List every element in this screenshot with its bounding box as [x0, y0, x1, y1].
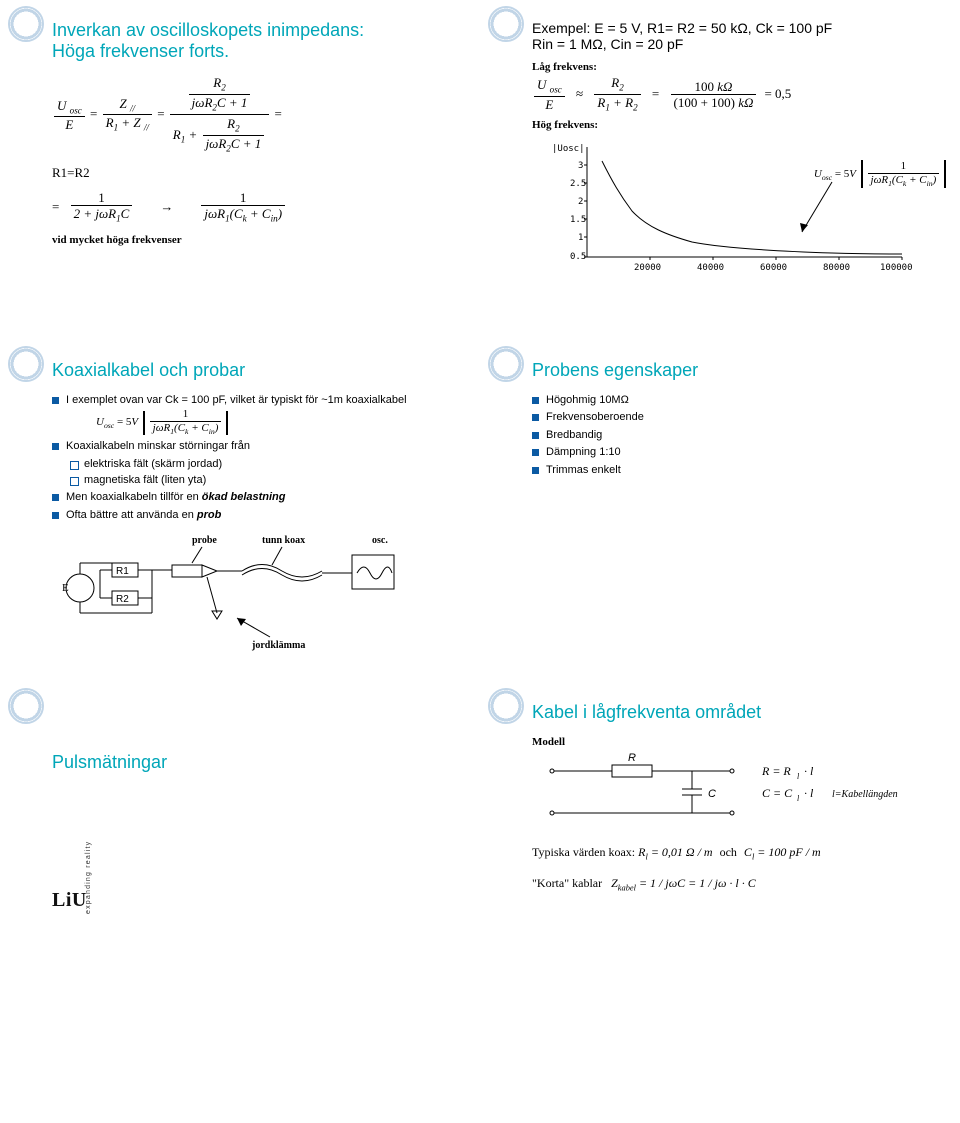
svg-text:R1: R1 [116, 566, 129, 577]
liu-tagline: expanding reality [85, 841, 92, 914]
probens-list: Högohmig 10MΩ Frekvensoberoende Bredband… [532, 393, 934, 478]
svg-text:40000: 40000 [697, 263, 724, 273]
svg-text:20000: 20000 [634, 263, 661, 273]
svg-text:tunn koax: tunn koax [262, 535, 305, 546]
liu-seal-icon [8, 6, 44, 42]
slide-koaxialkabel: Koaxialkabel och probar I exemplet ovan … [0, 340, 480, 682]
li-magnetiska: magnetiska fält (liten yta) [70, 473, 454, 488]
li-exemplet-text: I exemplet ovan var Ck = 100 pF, vilket … [66, 394, 407, 406]
svg-text:probe: probe [192, 535, 217, 546]
li-trimmas: Trimmas enkelt [532, 463, 934, 478]
title-kabel-lf: Kabel i lågfrekventa området [532, 702, 934, 723]
slide-probens: Probens egenskaper Högohmig 10MΩ Frekven… [480, 340, 960, 682]
caption-vid-hoga: vid mycket höga frekvenser [52, 233, 454, 248]
svg-text:R: R [628, 752, 636, 764]
title-koax: Koaxialkabel och probar [52, 360, 454, 381]
svg-text:osc.: osc. [372, 535, 388, 546]
hf-formula: Uosc = 5V 1jωR1(Ck + Cin) [814, 160, 946, 189]
short-label: "Korta" kablar [532, 876, 602, 890]
svg-text:l: l [797, 794, 800, 803]
model-label: Modell [532, 735, 934, 750]
slide-exempel: Exempel: E = 5 V, R1= R2 = 50 kΩ, Ck = 1… [480, 0, 960, 340]
li-storingar: Koaxialkabeln minskar störningar från el… [52, 439, 454, 488]
li-belastning: Men koaxialkabeln tillför en ökad belast… [52, 490, 454, 505]
li-dampning: Dämpning 1:10 [532, 445, 934, 460]
li-exemplet-formula: Uosc = 5V 1jωR1(Ck + Cin) [96, 416, 228, 428]
svg-text:E: E [62, 582, 69, 594]
example-line2: Rin = 1 MΩ, Cin = 20 pF [532, 36, 934, 52]
hifreq-label: Hög frekvens: [532, 118, 934, 133]
ytick: 0.5 [570, 252, 586, 262]
slide-pulsmatningar: Pulsmätningar LiU expanding reality [0, 682, 480, 918]
ytick: 2 [578, 197, 583, 207]
typical-values: Typiska värden koax: Rl = 0,01 Ω / m och… [532, 844, 934, 863]
ytick: 3 [578, 161, 583, 171]
svg-text:l=Kabellängden: l=Kabellängden [832, 789, 898, 800]
r1-eq-r2: R1=R2 [52, 164, 454, 182]
svg-text:l: l [797, 772, 800, 781]
title-inverkan: Inverkan av oscilloskopets inimpedans: H… [52, 20, 454, 62]
ytick: 1.5 [570, 215, 586, 225]
li-frekvensoberoende: Frekvensoberoende [532, 410, 934, 425]
formula-uosc-over-e: U oscE = Z //R1 + Z // = R2jωR2C + 1 R1 … [52, 74, 454, 156]
liu-seal-icon [488, 688, 524, 724]
slide-grid: Inverkan av oscilloskopets inimpedans: H… [0, 0, 960, 918]
example-line1: Exempel: E = 5 V, R1= R2 = 50 kΩ, Ck = 1… [532, 20, 934, 36]
ytick: 2.5 [570, 179, 586, 189]
svg-text:R = R: R = R [761, 764, 791, 778]
svg-text:100000: 100000 [880, 263, 912, 273]
svg-text:R2: R2 [116, 594, 129, 605]
uosc-chart: 0.5 1 1.5 2 2.5 3 |Uosc| 20000 40000 600… [532, 137, 912, 277]
li-elektriska: elektriska fält (skärm jordad) [70, 457, 454, 472]
short-cables: "Korta" kablar Zkabel = 1 / jωC = 1 / jω… [532, 875, 934, 894]
liu-seal-icon [8, 688, 44, 724]
svg-text:60000: 60000 [760, 263, 787, 273]
svg-text:80000: 80000 [823, 263, 850, 273]
svg-text:· l: · l [804, 764, 814, 778]
formula-highfreq-limit: = 12 + jωR1C → 1jωR1(Ck + Cin) [52, 190, 454, 225]
svg-text:· l: · l [804, 786, 814, 800]
li-storingar-text: Koaxialkabeln minskar störningar från [66, 440, 250, 452]
och: och [720, 845, 737, 859]
lowfreq-label: Låg frekvens: [532, 60, 934, 75]
li-exemplet: I exemplet ovan var Ck = 100 pF, vilket … [52, 393, 454, 437]
title-probens: Probens egenskaper [532, 360, 934, 381]
liu-seal-icon [8, 346, 44, 382]
liu-wordmark: LiU [52, 889, 87, 912]
title-pulsmatningar: Pulsmätningar [52, 752, 454, 773]
slide-kabel-lf: Kabel i lågfrekventa området Modell R C … [480, 682, 960, 918]
koax-list: I exemplet ovan var Ck = 100 pF, vilket … [52, 393, 454, 523]
li-prob: Ofta bättre att använda en prob [52, 508, 454, 523]
li-bredbandig: Bredbandig [532, 428, 934, 443]
typical-label: Typiska värden koax: [532, 845, 635, 859]
svg-text:C: C [708, 788, 716, 800]
slide-inverkan: Inverkan av oscilloskopets inimpedans: H… [0, 0, 480, 340]
liu-seal-icon [488, 346, 524, 382]
lowfreq-formula: U oscE ≈ R2R1 + R2 = 100 kΩ(100 + 100) k… [532, 75, 934, 113]
svg-text:C = C: C = C [762, 786, 793, 800]
ylabel: |Uosc| [552, 144, 585, 154]
lowfreq-val: = 0,5 [764, 85, 791, 103]
liu-seal-icon [488, 6, 524, 42]
ytick: 1 [578, 233, 583, 243]
probe-diagram: probe tunn koax osc. jordklämma E R1 R2 [52, 533, 432, 653]
li-hogohmig: Högohmig 10MΩ [532, 393, 934, 408]
svg-text:jordklämma: jordklämma [251, 640, 305, 651]
rc-model-diagram: R C R = R l · l C = C l · l l=Kabellängden [532, 751, 912, 831]
